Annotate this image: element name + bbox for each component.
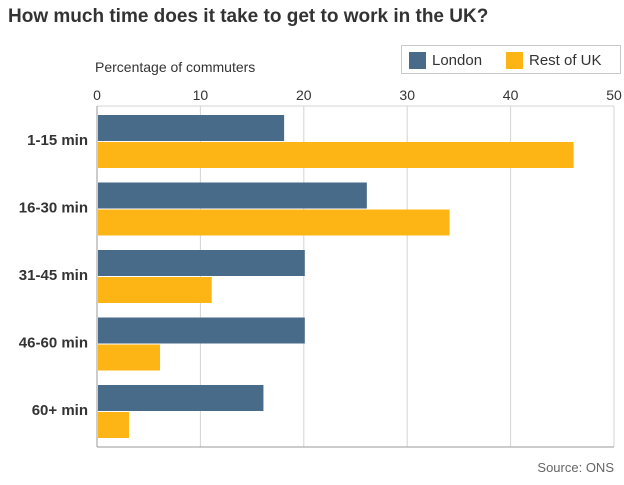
- legend-item-rest-of-uk: Rest of UK: [506, 51, 602, 69]
- x-tick-label-40: 40: [503, 87, 519, 103]
- bar-rest-of-uk-0: [98, 142, 574, 168]
- x-tick-label-0: 0: [93, 87, 101, 103]
- bar-rest-of-uk-3: [98, 344, 161, 371]
- chart-title: How much time does it take to get to wor…: [8, 6, 489, 27]
- y-tick-label-4: 60+ min: [32, 402, 88, 419]
- x-axis-label: Percentage of commuters: [95, 59, 255, 75]
- bar-london-2: [98, 250, 305, 276]
- legend-label-london: London: [432, 51, 483, 69]
- legend-item-london: London: [409, 51, 482, 69]
- x-tick-label-50: 50: [606, 87, 622, 103]
- bar-rest-of-uk-4: [98, 412, 130, 438]
- bar-london-3: [98, 317, 305, 344]
- legend: London Rest of UK: [401, 45, 621, 74]
- x-tick-label-10: 10: [193, 87, 209, 103]
- bar-rest-of-uk-2: [98, 277, 212, 303]
- bar-london-4: [98, 385, 264, 411]
- y-tick-label-2: 31-45 min: [19, 267, 88, 284]
- y-tick-label-0: 1-15 min: [27, 132, 88, 149]
- y-tick-label-1: 16-30 min: [19, 200, 88, 217]
- bar-london-1: [98, 182, 367, 209]
- source-note: Source: ONS: [537, 460, 614, 475]
- legend-swatch-rest-of-uk: [506, 51, 523, 69]
- y-tick-label-3: 46-60 min: [19, 335, 88, 352]
- bar-rest-of-uk-1: [98, 209, 450, 236]
- bar-london-0: [98, 115, 285, 141]
- x-tick-label-20: 20: [296, 87, 312, 103]
- x-tick-label-30: 30: [399, 87, 415, 103]
- legend-swatch-london: [409, 51, 426, 69]
- legend-label-rest-of-uk: Rest of UK: [529, 51, 602, 69]
